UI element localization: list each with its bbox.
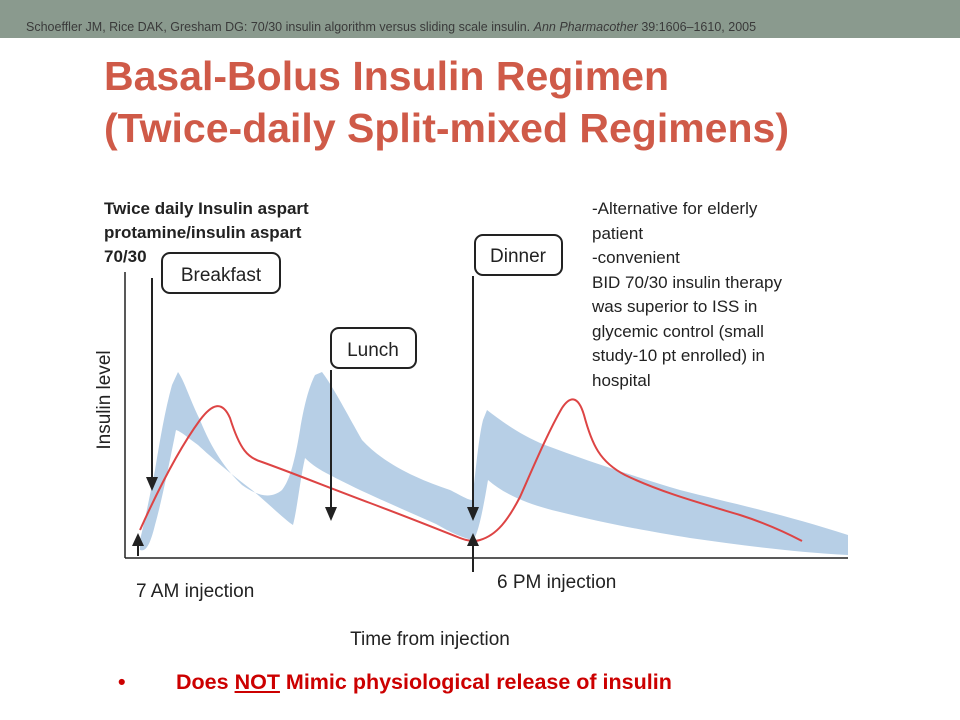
notes-line: BID 70/30 insulin therapy: [592, 272, 782, 292]
citation-pages: :1606–1610, 2005: [655, 20, 757, 34]
notes-text: -Alternative for elderly patient -conven…: [592, 197, 892, 393]
notes-line: study-10 pt enrolled) in: [592, 346, 765, 365]
notes-line: patient: [592, 223, 644, 243]
y-axis-label: Insulin level: [94, 350, 115, 449]
regimen-label-line-2: protamine/insulin aspart: [104, 223, 302, 242]
slide-title: Basal-Bolus Insulin Regimen (Twice-daily…: [104, 50, 924, 154]
citation-journal: Ann Pharmacother: [533, 20, 638, 34]
bullet-prefix: Does: [176, 670, 235, 694]
morning-injection-arrowhead: [132, 533, 144, 546]
regimen-label-line-1: Twice daily Insulin aspart: [104, 199, 309, 218]
lunch-label: Lunch: [347, 340, 399, 361]
insulin-curve: [139, 398, 803, 543]
evening-injection-label: 6 PM injection: [497, 572, 616, 593]
physiological-insulin-band: [140, 372, 848, 555]
citation-authors: Schoeffler JM, Rice DAK, Gresham DG: 70/…: [26, 20, 534, 34]
notes-line: -convenient: [592, 248, 680, 267]
notes-line: hospital: [592, 370, 651, 390]
morning-injection-label: 7 AM injection: [136, 581, 254, 602]
breakfast-label: Breakfast: [181, 265, 262, 286]
evening-injection-arrowhead: [467, 533, 479, 546]
notes-line: was superior to ISS in: [592, 297, 758, 316]
citation-volume: 39: [641, 20, 656, 34]
breakfast-arrowhead: [146, 477, 158, 491]
dinner-arrowhead: [467, 507, 479, 521]
lunch-arrowhead: [325, 507, 337, 521]
notes-line: glycemic control (small: [592, 321, 764, 341]
breakfast-box: [161, 252, 281, 294]
regimen-label: Twice daily Insulin aspart protamine/ins…: [104, 197, 404, 269]
notes-line: -Alternative for elderly: [592, 199, 758, 218]
bullet-suffix: Mimic physiological release of insulin: [279, 670, 672, 694]
dinner-label: Dinner: [490, 246, 547, 267]
citation: Schoeffler JM, Rice DAK, Gresham DG: 70/…: [26, 19, 926, 36]
lunch-box: [330, 327, 417, 369]
key-point-bullet: • Does NOT Mimic physiological release of…: [118, 670, 918, 695]
dinner-box: [474, 234, 563, 276]
title-line-1: Basal-Bolus Insulin Regimen: [104, 53, 669, 99]
bullet-emphasis: NOT: [234, 670, 280, 694]
bullet-dot-icon: •: [118, 670, 126, 694]
regimen-label-line-3: 70/30: [104, 247, 147, 266]
top-bar: [0, 0, 960, 38]
x-axis-label: Time from injection: [350, 629, 510, 650]
title-line-2: (Twice-daily Split-mixed Regimens): [104, 105, 789, 151]
